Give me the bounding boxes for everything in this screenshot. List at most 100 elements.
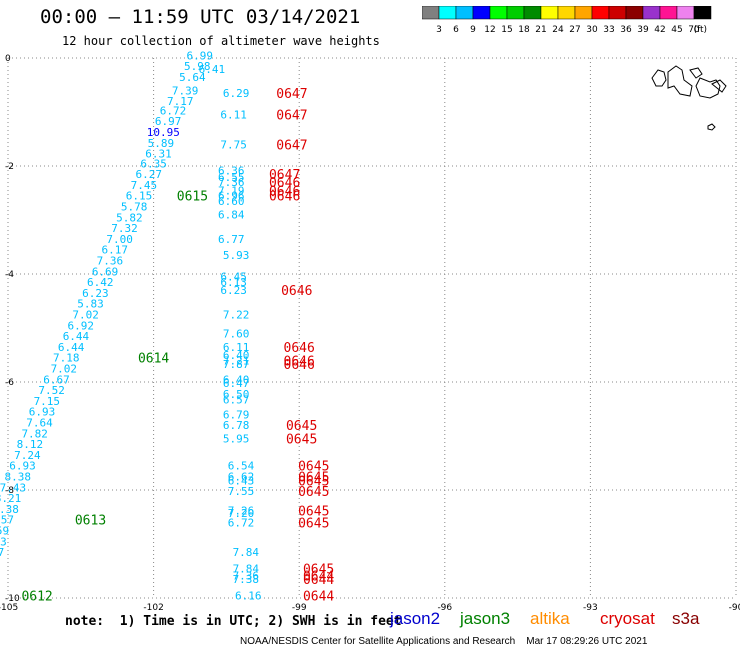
- wave-height-value: 5.89: [148, 137, 175, 150]
- wave-height-value: 7.17: [167, 95, 194, 108]
- wave-height-value: 6.54: [228, 460, 255, 473]
- wave-height-value: 6.99: [186, 49, 213, 62]
- wave-height-value: 6.97: [155, 115, 182, 128]
- pass-time-label: 0644: [303, 573, 334, 588]
- wave-height-value: 6.40: [223, 349, 250, 362]
- wave-height-value: 6.60: [218, 195, 245, 208]
- colorbar-swatch: [693, 6, 712, 20]
- wave-height-value: 7.22: [223, 309, 250, 322]
- pass-time-label: 0645: [298, 474, 329, 489]
- pass-time-label: 0645: [286, 433, 317, 448]
- wave-height-value: 6.79: [223, 408, 250, 421]
- wave-height-value: 6.72: [160, 104, 187, 117]
- wave-height-value: 7.21: [223, 354, 250, 367]
- wave-height-value: 7.15: [34, 395, 61, 408]
- wave-height-value: 7.39: [172, 84, 199, 97]
- wave-height-value: 6.77: [0, 546, 4, 559]
- pass-time-label: 0645: [286, 419, 317, 434]
- wave-height-value: 7.18: [53, 352, 80, 365]
- wave-height-value: 6.27: [135, 168, 162, 181]
- pass-time-label: 0647: [276, 87, 307, 102]
- pass-time-label: 0646: [281, 284, 312, 299]
- wave-height-value: 5.83: [77, 298, 104, 311]
- y-tick-label: 0: [5, 54, 11, 64]
- wave-height-value: 7.43: [0, 481, 26, 494]
- wave-height-value: 8.12: [17, 438, 44, 451]
- wave-height-value: 6.44: [58, 341, 85, 354]
- pass-time-label: 0645: [303, 562, 334, 577]
- wave-height-value: 6.11: [220, 109, 247, 122]
- pass-time-label: 0644: [303, 569, 334, 584]
- pass-time-label: 0646: [284, 354, 315, 369]
- x-tick-label: -99: [292, 603, 307, 613]
- colorbar-label: 42: [654, 25, 665, 35]
- colorbar-label: 36: [620, 25, 632, 35]
- wave-height-value: 6.40: [223, 373, 250, 386]
- wave-height-value: 7.60: [223, 327, 250, 340]
- wave-height-value: 6.92: [68, 319, 95, 332]
- pass-time-label: 0612: [21, 589, 52, 604]
- wave-height-value: 6.78: [223, 419, 250, 432]
- wave-height-value: 7.52: [38, 384, 65, 397]
- colorbar-label: 24: [552, 25, 564, 35]
- colorbar-label: 9: [470, 25, 476, 35]
- wave-height-value: 5.82: [116, 211, 143, 224]
- legend-cryosat: cryosat: [600, 609, 655, 628]
- wave-height-value: 6.57: [223, 393, 250, 406]
- pass-time-label: 0645: [298, 485, 329, 500]
- footer-note: note: 1) Time is in UTC; 2) SWH is in fe…: [65, 614, 402, 629]
- pass-time-label: 0646: [269, 176, 300, 191]
- wave-height-value: 7.19: [218, 184, 245, 197]
- x-tick-label: -90: [729, 603, 740, 613]
- colorbar-label: 33: [603, 25, 614, 35]
- wave-height-value: 10.95: [147, 126, 180, 139]
- wave-height-value: 6.59: [0, 525, 9, 538]
- wave-height-value: 7.82: [21, 427, 48, 440]
- pass-time-label: 0645: [298, 471, 329, 486]
- wave-height-value: 5.64: [179, 71, 206, 84]
- wave-height-value: 8.38: [4, 471, 31, 484]
- wave-height-value: 7.36: [97, 255, 124, 268]
- x-tick-label: -105: [0, 603, 18, 613]
- pass-time-label: 0615: [177, 190, 208, 205]
- wave-height-value: 6.23: [220, 284, 247, 297]
- pass-time-label: 0644: [303, 589, 334, 604]
- wave-height-value: 5.98: [184, 60, 211, 73]
- chart-subtitle: 12 hour collection of altimeter wave hei…: [62, 34, 380, 48]
- colorbar-label: 6: [453, 25, 459, 35]
- wave-height-value: 7.00: [106, 233, 133, 246]
- wave-height-value: 6.42: [87, 276, 114, 289]
- pass-time-label: 0646: [284, 358, 315, 373]
- wave-height-value: 7.64: [26, 417, 53, 430]
- wave-height-value: 6.23: [82, 287, 109, 300]
- pass-time-label: 0646: [284, 341, 315, 356]
- island-outline: [651, 65, 727, 131]
- colorbar-label: 12: [484, 25, 495, 35]
- wave-height-value: 6.47: [223, 377, 250, 390]
- wave-height-value: 7.36: [233, 569, 260, 582]
- wave-height-value: 6.35: [140, 157, 167, 170]
- wave-height-value: 6.50: [223, 388, 250, 401]
- wave-height-value: 6.93: [9, 460, 36, 473]
- x-tick-label: -93: [583, 603, 598, 613]
- wave-height-value: 7.87: [223, 358, 250, 371]
- wave-height-value: 6.43: [228, 474, 255, 487]
- wave-height-value: 6.31: [145, 148, 172, 161]
- credit-line: NOAA/NESDIS Center for Satellite Applica…: [240, 636, 648, 647]
- pass-time-label: 0645: [298, 505, 329, 520]
- wave-height-value: 6.29: [223, 87, 250, 100]
- colorbar-unit: (ft): [693, 25, 707, 35]
- wave-height-value: 7.24: [14, 449, 41, 462]
- wave-height-value: 6.17: [102, 244, 129, 257]
- chart-title: 00:00 – 11:59 UTC 03/14/2021: [40, 6, 361, 28]
- wave-height-value: 6.13: [220, 276, 247, 289]
- wave-height-value: 7.75: [220, 138, 247, 151]
- wave-height-value: 6.62: [228, 471, 255, 484]
- x-tick-label: -96: [437, 603, 452, 613]
- wave-height-value: 7.32: [111, 222, 138, 235]
- wave-height-value: 6.55: [218, 171, 245, 184]
- y-tick-label: -4: [5, 270, 14, 280]
- legend-s3a: s3a: [672, 609, 700, 628]
- wave-height-value: 7.26: [228, 505, 255, 518]
